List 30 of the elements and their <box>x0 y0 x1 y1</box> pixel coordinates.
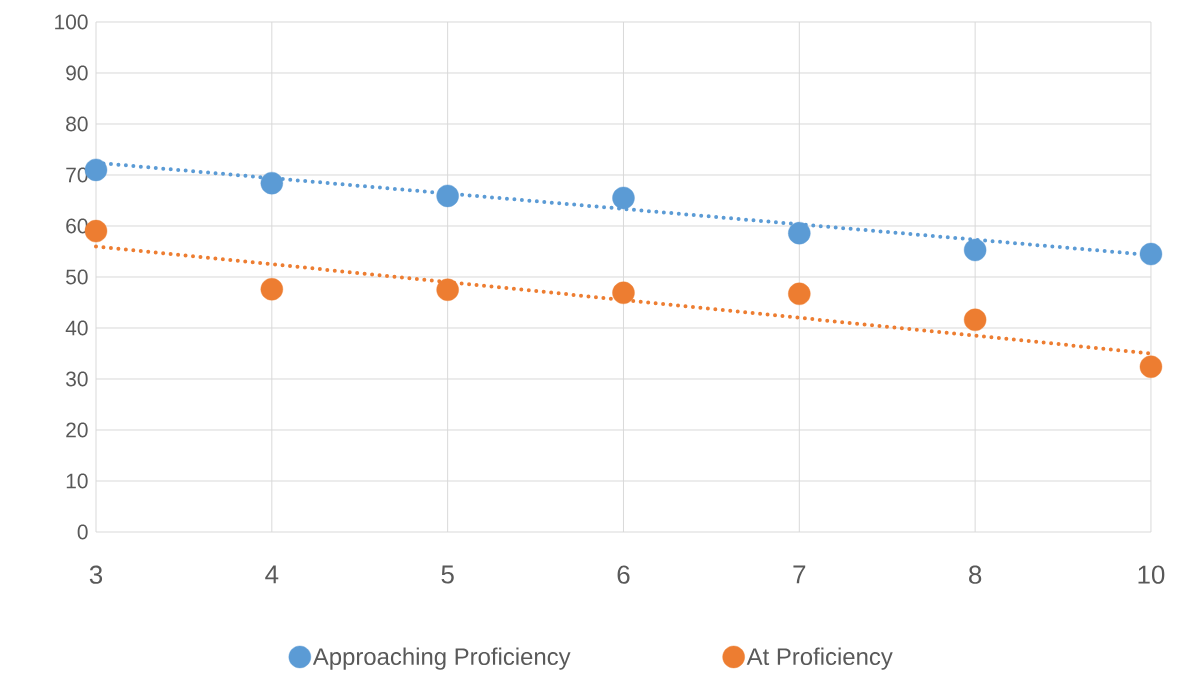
x-tick-label: 7 <box>793 565 806 584</box>
point <box>788 282 811 306</box>
y-tick-label: 40 <box>65 320 88 336</box>
legend-label: Approaching Proficiency <box>312 647 571 670</box>
y-tick-label: 10 <box>66 473 88 489</box>
x-tick-label: 6 <box>617 565 630 584</box>
legend-label: At Proficiency <box>746 647 893 670</box>
y-tick-label: 80 <box>66 116 88 132</box>
point <box>612 281 635 304</box>
x-tick-label: 3 <box>89 565 103 584</box>
x-tick-label: 4 <box>265 565 279 584</box>
point <box>436 184 459 208</box>
x-tick-label: 5 <box>441 565 454 584</box>
y-tick-label: 20 <box>66 422 88 438</box>
y-tick-label: 50 <box>66 269 88 285</box>
point <box>612 186 635 210</box>
x-tick-label: 8 <box>969 565 982 584</box>
point <box>1139 242 1163 266</box>
x-tick-label: 10 <box>1138 565 1165 584</box>
point <box>788 221 811 245</box>
y-tick-label: 100 <box>55 14 88 30</box>
point <box>963 308 987 332</box>
y-tick-label: 90 <box>66 65 88 81</box>
point <box>963 238 987 262</box>
point <box>260 171 284 195</box>
y-tick-label: 30 <box>66 371 88 387</box>
point <box>1139 355 1163 378</box>
point <box>436 278 459 301</box>
y-tick-label: 0 <box>77 524 88 540</box>
point <box>260 278 284 301</box>
